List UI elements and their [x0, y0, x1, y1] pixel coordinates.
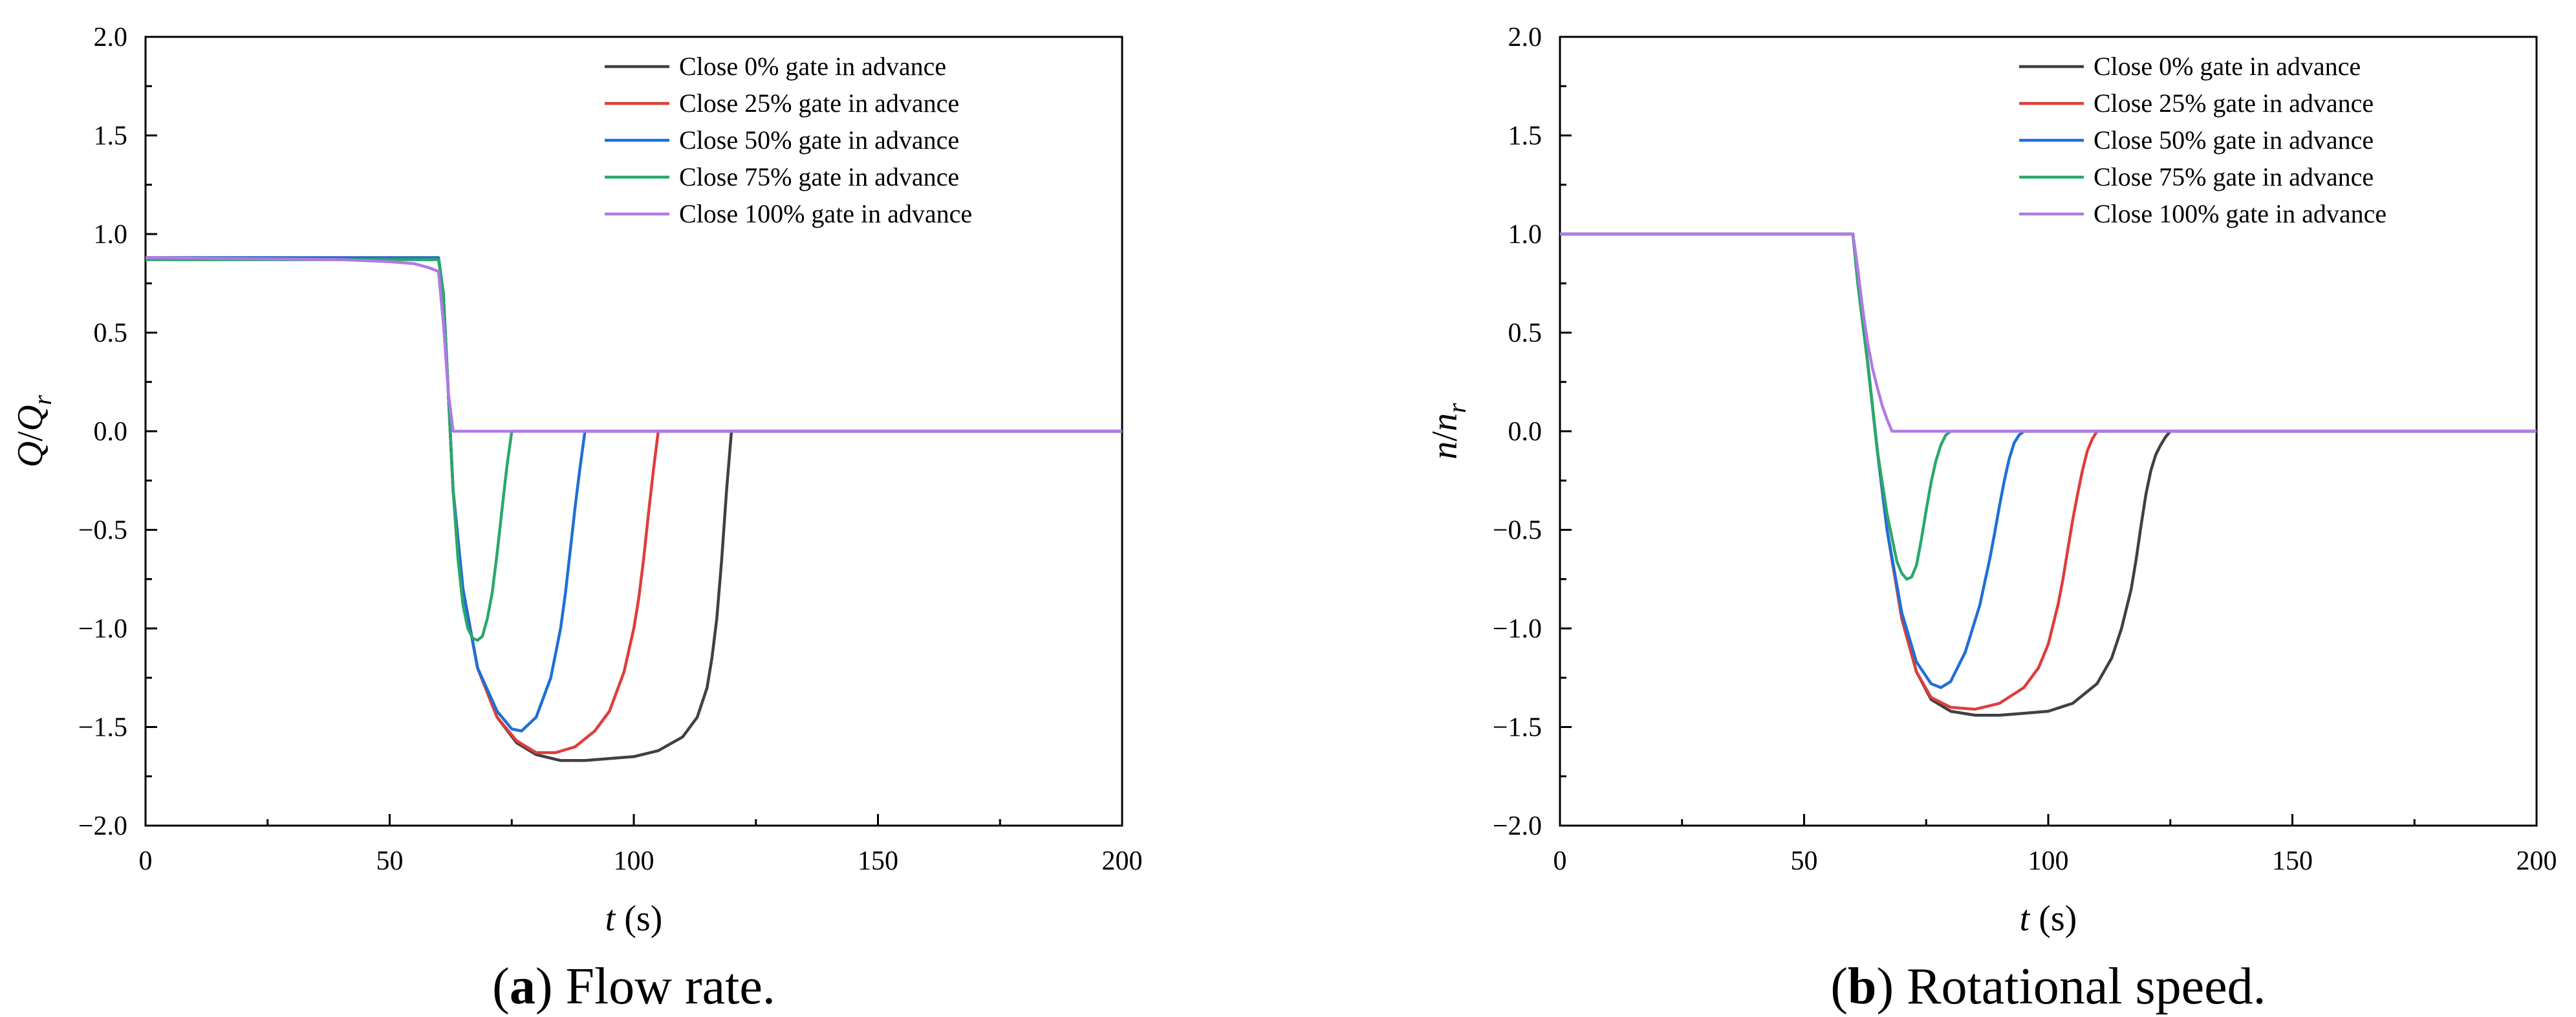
- y-tick-label: 0.5: [94, 319, 128, 348]
- y-tick-label: −2.0: [1493, 811, 1542, 841]
- y-axis-label: n/nr: [1425, 403, 1471, 460]
- panel-caption: (a) Flow rate.: [492, 958, 775, 1015]
- x-tick-label: 50: [1791, 846, 1818, 876]
- series-line-2: [146, 256, 1122, 733]
- series-line-2: [1560, 232, 2537, 689]
- series-line-0: [146, 256, 1122, 762]
- chart-panel-flow-rate: 2.0 1.5 1.0 0.5 0.0 −0.5 −1.0 −1.5 −2.0 0 50 100 150…: [10, 23, 1143, 1015]
- y-tick-label: −2.0: [78, 811, 127, 841]
- legend-label-3: Close 75% gate in advance: [679, 162, 959, 191]
- x-tick-label: 200: [1102, 846, 1143, 876]
- series-line-1: [1560, 232, 2537, 711]
- y-tick-label: −1.0: [1493, 614, 1542, 644]
- y-tick-label: −1.0: [78, 614, 127, 644]
- y-tick-label: −1.5: [1493, 713, 1542, 743]
- legend-label-2: Close 50% gate in advance: [679, 125, 959, 155]
- x-tick-label: 200: [2516, 846, 2557, 876]
- y-tick-label: 1.5: [94, 122, 128, 151]
- series-group: [146, 256, 1122, 762]
- y-axis-subscript: r: [28, 395, 57, 405]
- series-line-3: [146, 258, 1122, 642]
- y-tick-label: −0.5: [1493, 516, 1542, 546]
- series-group: [1560, 232, 2537, 717]
- y-axis-var-2: n: [1425, 413, 1465, 431]
- x-axis-var: t: [2020, 899, 2031, 939]
- y-tick-label: 2.0: [1508, 23, 1542, 52]
- y-axis-sep: /: [1425, 431, 1465, 442]
- caption-text: Flow rate.: [565, 958, 775, 1015]
- caption-letter: a: [510, 958, 536, 1015]
- legend-label-3: Close 75% gate in advance: [2094, 162, 2374, 191]
- y-tick-label: 1.0: [94, 220, 128, 250]
- y-axis-label: Q/Qr: [10, 395, 57, 467]
- y-tick-label: 0.0: [1508, 417, 1542, 447]
- y-tick-label: 0.5: [1508, 319, 1542, 348]
- x-axis-unit: (s): [2029, 899, 2077, 939]
- legend-label-0: Close 0% gate in advance: [679, 52, 946, 81]
- x-axis-label: t (s): [2020, 899, 2077, 939]
- y-axis-var: Q: [10, 442, 50, 467]
- x-tick-label: 150: [2272, 846, 2313, 876]
- y-tick-label: 2.0: [94, 23, 128, 52]
- series-line-4: [146, 256, 1122, 433]
- y-tick-label: 1.5: [1508, 122, 1542, 151]
- y-axis-sep: /: [10, 431, 50, 442]
- y-axis-subscript: r: [1442, 403, 1471, 413]
- x-axis-var: t: [605, 899, 616, 939]
- legend-label-1: Close 25% gate in advance: [679, 89, 959, 118]
- x-axis-unit: (s): [615, 899, 662, 939]
- y-tick-label: 1.0: [1508, 220, 1542, 250]
- x-tick-label: 100: [2028, 846, 2069, 876]
- x-tick-label: 50: [376, 846, 404, 876]
- series-line-3: [1560, 232, 2537, 581]
- x-tick-label: 0: [1553, 846, 1567, 876]
- caption-text: Rotational speed.: [1907, 958, 2266, 1015]
- x-tick-label: 150: [858, 846, 898, 876]
- legend-label-4: Close 100% gate in advance: [679, 199, 972, 228]
- legend-label-0: Close 0% gate in advance: [2094, 52, 2361, 81]
- panel-caption: (b) Rotational speed.: [1830, 958, 2266, 1015]
- legend-label-1: Close 25% gate in advance: [2094, 89, 2374, 118]
- y-axis-var: n: [1425, 442, 1465, 460]
- y-tick-label: −1.5: [78, 713, 127, 743]
- y-tick-label: −0.5: [78, 516, 127, 546]
- chart-panel-rotational-speed: 2.0 1.5 1.0 0.5 0.0 −0.5 −1.0 −1.5 −2.0 0 50 100 150…: [1425, 23, 2557, 1015]
- x-tick-label: 0: [139, 846, 153, 876]
- series-line-4: [1560, 232, 2537, 433]
- x-axis-label: t (s): [605, 899, 663, 939]
- caption-letter: b: [1848, 958, 1877, 1015]
- y-axis-var-2: Q: [10, 405, 50, 431]
- legend-label-2: Close 50% gate in advance: [2094, 125, 2374, 155]
- y-tick-label: 0.0: [94, 417, 128, 447]
- series-line-1: [146, 256, 1122, 755]
- legend-label-4: Close 100% gate in advance: [2094, 199, 2387, 228]
- x-tick-label: 100: [614, 846, 655, 876]
